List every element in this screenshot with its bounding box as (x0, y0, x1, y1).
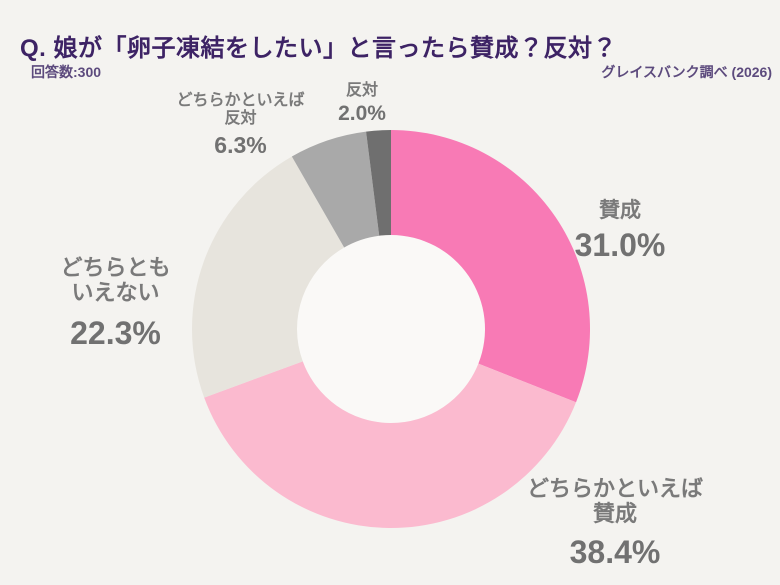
donut-segment-3 (291, 131, 380, 248)
respondent-count: 回答数:300 (31, 64, 102, 80)
callout-oppose: 反対 2.0% (302, 82, 422, 126)
donut-segment-4 (366, 130, 391, 236)
callout-agree: 賛成 31.0% (545, 199, 695, 264)
donut-segment-2 (191, 156, 345, 398)
donut-segment-0 (391, 130, 591, 403)
page-title: Q. 娘が「卵子凍結をしたい」と言ったら賛成？反対？ (20, 35, 618, 63)
segment-value: 38.4% (569, 533, 661, 570)
donut-segment-1 (204, 361, 577, 529)
source-credit: グレイスバンク調べ (2026) (601, 64, 772, 80)
segment-label: どちらかといえば 反対 (176, 92, 305, 128)
segment-value: 2.0% (338, 102, 386, 126)
segment-label: どちらとも いえない (60, 255, 171, 306)
callout-somewhat-agree: どちらかといえば 賛成 38.4% (480, 476, 750, 571)
segment-label: 反対 (345, 82, 378, 99)
callout-somewhat-oppose: どちらかといえば 反対 6.3% (138, 92, 343, 159)
segment-value: 31.0% (574, 227, 666, 264)
donut-hole (297, 235, 485, 423)
segment-value: 22.3% (70, 314, 161, 351)
segment-label: 賛成 (599, 199, 641, 222)
segment-value: 6.3% (214, 131, 267, 158)
segment-label: どちらかといえば 賛成 (526, 476, 703, 527)
callout-neutral: どちらとも いえない 22.3% (13, 255, 218, 352)
